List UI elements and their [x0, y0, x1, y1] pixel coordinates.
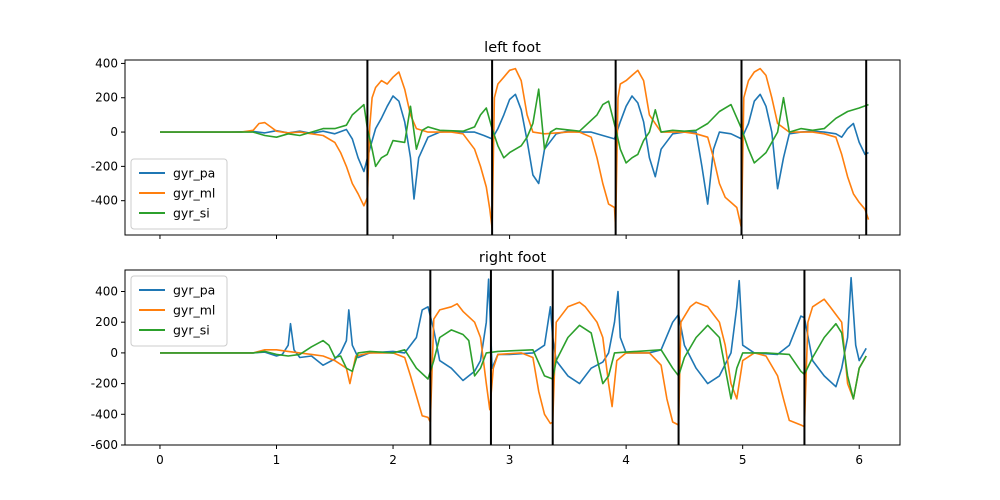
right-foot-y-tick-label: 400	[95, 284, 118, 298]
left-foot-legend-box	[130, 158, 228, 230]
right-foot-y-tick-label: 0	[110, 346, 118, 360]
right-foot-x-tick-label: 5	[739, 453, 747, 467]
right-foot-axes-frame	[124, 269, 901, 446]
right-foot-x-tick-label: 4	[622, 453, 630, 467]
right-foot-x-tick-label: 2	[389, 453, 397, 467]
right-foot-y-tick-label: -600	[91, 438, 118, 452]
left-foot-y-tick-label: -200	[91, 159, 118, 173]
right-foot-legend-box	[130, 275, 228, 347]
right-foot-x-tick-label: 6	[855, 453, 863, 467]
left-foot-axes-frame	[124, 59, 901, 236]
right-foot-panel: right foot -600 -400 -200 0 200 400 0 1 2 3 4 5 6 gyr_…	[91, 250, 901, 467]
left-foot-series-gyr-si	[160, 88, 869, 168]
right-foot-x-tick-label: 1	[273, 453, 281, 467]
right-foot-legend: gyr_pa gyr_ml gyr_si	[130, 275, 228, 347]
right-foot-y-tick-label: 200	[95, 315, 118, 329]
left-foot-legend-label-gyr-ml: gyr_ml	[173, 186, 215, 201]
right-foot-x-tick-label: 3	[506, 453, 514, 467]
right-foot-series-gyr-ml	[160, 298, 867, 428]
right-foot-legend-label-gyr-pa: gyr_pa	[173, 283, 215, 298]
left-foot-title: left foot	[484, 40, 541, 56]
left-foot-legend-label-gyr-si: gyr_si	[173, 206, 210, 221]
right-foot-legend-label-gyr-ml: gyr_ml	[173, 303, 215, 318]
left-foot-legend-label-gyr-pa: gyr_pa	[173, 166, 215, 181]
left-foot-y-tick-label: 0	[110, 125, 118, 139]
left-foot-legend: gyr_pa gyr_ml gyr_si	[130, 158, 228, 230]
right-foot-legend-label-gyr-si: gyr_si	[173, 323, 210, 338]
left-foot-y-tick-label: -400	[91, 194, 118, 208]
right-foot-y-tick-label: -400	[91, 407, 118, 421]
left-foot-series-gyr-ml	[160, 67, 870, 229]
right-foot-y-tick-label: -200	[91, 377, 118, 391]
right-foot-title: right foot	[479, 250, 547, 266]
right-foot-x-tick-label: 0	[156, 453, 164, 467]
left-foot-y-tick-label: 200	[95, 91, 118, 105]
left-foot-panel: left foot-400-2000200400gyr_pagyr_mlgyr_…	[91, 40, 901, 239]
left-foot-y-tick-label: 400	[95, 56, 118, 70]
